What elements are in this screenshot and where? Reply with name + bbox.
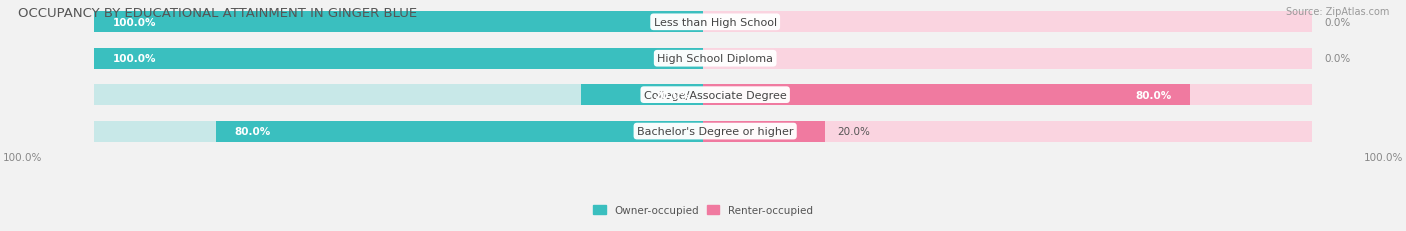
Text: 100.0%: 100.0%	[1364, 153, 1403, 163]
Text: College/Associate Degree: College/Associate Degree	[644, 90, 786, 100]
Text: Bachelor's Degree or higher: Bachelor's Degree or higher	[637, 127, 793, 137]
Text: 0.0%: 0.0%	[1324, 54, 1350, 64]
Bar	[703, 121, 825, 142]
Bar	[703, 85, 1312, 106]
Text: 20.0%: 20.0%	[837, 127, 870, 137]
Text: 80.0%: 80.0%	[1136, 90, 1171, 100]
Bar	[94, 121, 703, 142]
Bar	[94, 49, 703, 70]
Text: Source: ZipAtlas.com: Source: ZipAtlas.com	[1285, 7, 1389, 17]
Bar	[217, 121, 703, 142]
Bar	[703, 121, 1312, 142]
Text: OCCUPANCY BY EDUCATIONAL ATTAINMENT IN GINGER BLUE: OCCUPANCY BY EDUCATIONAL ATTAINMENT IN G…	[18, 7, 418, 20]
Bar	[703, 12, 1312, 33]
Text: Less than High School: Less than High School	[654, 18, 776, 28]
Text: 100.0%: 100.0%	[112, 18, 156, 28]
Bar	[94, 85, 703, 106]
Bar	[94, 12, 703, 33]
Text: 0.0%: 0.0%	[1324, 18, 1350, 28]
Bar	[94, 12, 703, 33]
Text: High School Diploma: High School Diploma	[657, 54, 773, 64]
Legend: Owner-occupied, Renter-occupied: Owner-occupied, Renter-occupied	[589, 201, 817, 219]
Bar	[94, 49, 703, 70]
Bar	[581, 85, 703, 106]
Text: 20.0%: 20.0%	[655, 90, 690, 100]
Text: 80.0%: 80.0%	[235, 127, 270, 137]
Text: 100.0%: 100.0%	[3, 153, 42, 163]
Bar	[703, 49, 1312, 70]
Text: 100.0%: 100.0%	[112, 54, 156, 64]
Bar	[703, 85, 1189, 106]
